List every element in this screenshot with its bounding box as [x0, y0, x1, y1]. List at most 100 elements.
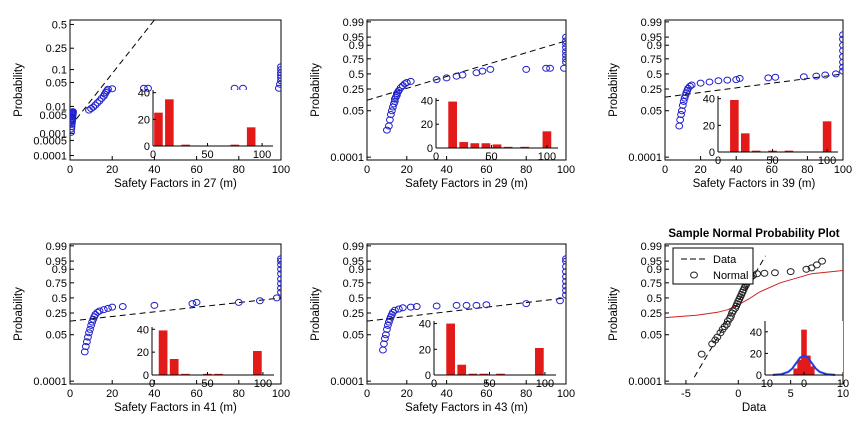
data-point — [562, 40, 566, 48]
x-axis-label: Safety Factors in 29 (m) — [405, 178, 528, 190]
y-tick-label: 0.5 — [52, 19, 67, 31]
data-point — [462, 301, 471, 309]
histogram-bar — [214, 373, 223, 375]
data-point — [432, 302, 441, 310]
data-point — [81, 342, 90, 350]
y-tick-label: 0.75 — [641, 54, 662, 66]
inset-histogram: 0 20 40 0 50 100 — [138, 88, 273, 161]
data-point — [277, 270, 281, 278]
y-tick-label: 0.25 — [641, 308, 662, 320]
histogram-bar — [230, 144, 240, 146]
data-point — [386, 110, 395, 118]
data-point — [406, 77, 415, 85]
data-point — [277, 275, 281, 283]
x-tick-label: 80 — [801, 164, 813, 176]
x-tick-label: 60 — [480, 388, 492, 400]
inset-y-tick-label: 40 — [138, 88, 150, 100]
data-point — [277, 261, 281, 269]
inset-y-tick-label: 0 — [756, 370, 762, 382]
data-point — [562, 273, 566, 281]
y-tick-label: 0.05 — [641, 330, 662, 342]
y-tick-label: 0.05 — [641, 106, 662, 118]
data-point — [192, 298, 201, 306]
data-point — [406, 303, 415, 311]
y-tick-label: 0.75 — [343, 278, 364, 290]
x-tick-label: 60 — [190, 388, 202, 400]
x-tick-label: 20 — [106, 388, 118, 400]
data-point — [478, 67, 487, 75]
histogram-bar — [154, 112, 163, 146]
chart-title: Sample Normal Probability Plot — [668, 228, 839, 240]
y-tick-label: 0.9 — [52, 264, 67, 276]
x-tick-label: 100 — [834, 164, 852, 176]
data-point — [104, 85, 112, 93]
inset-x-tick-label: 100 — [536, 378, 554, 390]
inset-y-tick-label: 40 — [750, 327, 762, 339]
data-point — [383, 325, 391, 333]
y-tick-label: 0.0001 — [330, 376, 364, 388]
y-axis-label: Probability — [608, 63, 620, 117]
data-point — [735, 74, 744, 82]
chart-panel-5: 0.0001 0.05 0.25 0.5 0.75 0.90.95 0.99 0 20 40 60 8… — [310, 241, 575, 414]
inset-x-tick-label: 100 — [818, 155, 836, 167]
data-point — [697, 350, 706, 358]
y-tick-label: 0.99 — [641, 17, 662, 29]
legend-entry-data: Data — [713, 254, 737, 266]
x-tick-label: 0 — [662, 164, 668, 176]
data-point — [687, 81, 696, 89]
data-point — [144, 84, 152, 92]
y-axis-label: Probability — [310, 287, 322, 341]
data-point — [432, 76, 441, 84]
data-point — [394, 305, 403, 313]
data-point — [89, 103, 98, 111]
histogram-bar — [822, 121, 832, 152]
legend-box — [672, 247, 754, 285]
inset-x-tick-label: 100 — [538, 151, 556, 163]
histogram-bar — [459, 142, 469, 148]
x-tick-label: 40 — [148, 388, 160, 400]
inset-histogram: 0 20 40 0 50 100 — [137, 324, 274, 390]
inset-fit-curve — [772, 354, 836, 376]
y-tick-label: 0.0001 — [330, 152, 364, 164]
histogram-bar — [535, 348, 544, 375]
y-tick-label: 0.0001 — [33, 151, 67, 163]
data-point — [831, 70, 840, 78]
data-point — [382, 331, 390, 339]
inset-histogram: 0 20 40 0 50 100 — [421, 95, 558, 163]
inset-x-tick-label: 10 — [837, 378, 849, 390]
y-tick-label: 0.0001 — [33, 376, 67, 388]
y-axis-label: Probability — [608, 287, 620, 341]
data-point — [771, 73, 780, 81]
y-tick-label: 0.9 — [349, 264, 364, 276]
data-point — [753, 270, 762, 278]
reference-line — [665, 73, 843, 98]
data-point — [91, 310, 100, 318]
inset-x-tick-label: 50 — [485, 151, 497, 163]
y-tick-label: 0.99 — [343, 17, 364, 29]
inset-x-tick-label: -10 — [757, 378, 773, 390]
histogram-bar — [740, 133, 750, 152]
x-axis-label: Data — [742, 402, 767, 414]
data-point — [786, 268, 795, 276]
data-point — [70, 108, 77, 116]
inset-histogram: 0 20 40 0 50 100 — [703, 94, 838, 167]
data-point — [562, 262, 566, 270]
data-point — [272, 294, 281, 302]
data-point — [458, 71, 467, 79]
data-point — [87, 105, 95, 113]
reference-line — [70, 20, 155, 128]
x-tick-label: 40 — [730, 164, 742, 176]
histogram-bar — [470, 143, 480, 148]
y-tick-label: 0.05 — [343, 106, 364, 118]
normal-fit-curve — [665, 270, 843, 319]
data-point — [383, 126, 391, 134]
y-tick-label: 0.25 — [641, 84, 662, 96]
histogram-bar — [801, 329, 807, 375]
y-tick-label: 0.75 — [46, 278, 67, 290]
y-tick-label: 0.9 — [647, 40, 662, 52]
histogram-bar — [797, 359, 803, 375]
data-point — [482, 301, 491, 309]
data-point — [562, 282, 566, 290]
histogram-bar — [809, 366, 815, 375]
